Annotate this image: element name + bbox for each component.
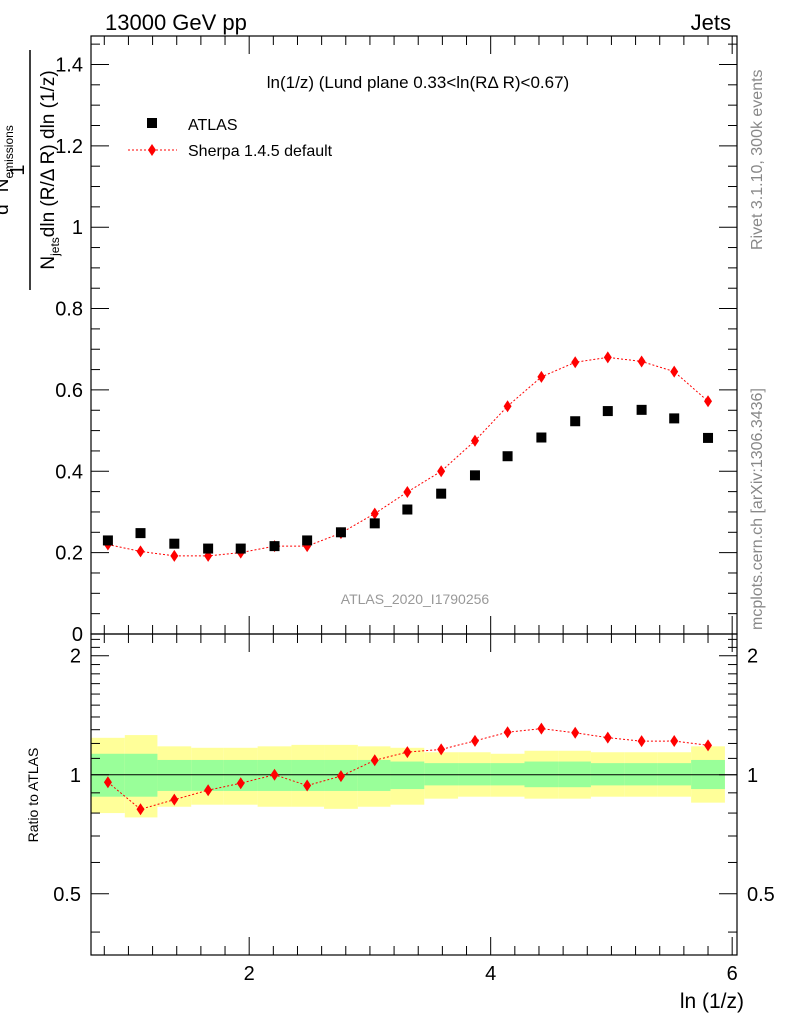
xtick-label: 6: [727, 963, 738, 985]
sherpa-point: [603, 351, 612, 364]
main-ylabel-numerator: d2 Nemissions: [0, 125, 16, 215]
atlas-point: [436, 488, 447, 499]
legend-sherpa-marker: [148, 144, 156, 156]
main-panel: 0 0.2 0.4 0.6 0.8 1 1.2 1.4 ln(1/z) (Lund plane…: [0, 35, 738, 646]
sherpa-point: [403, 486, 412, 499]
main-ytick-label: 0.2: [55, 543, 83, 565]
ratio-sherpa-point: [503, 726, 512, 739]
xtick-label: 4: [485, 963, 496, 985]
main-atlas-series: [102, 404, 714, 554]
rivet-label: Rivet 3.1.10, 300k events: [749, 69, 766, 250]
sherpa-point: [437, 465, 446, 478]
main-ylabel: 1 Njetsdln (R/Δ R) dln (1/z) d2 Nemissio…: [0, 50, 62, 290]
ratio-band-inner: [390, 761, 425, 790]
ratio-sherpa-point: [670, 735, 679, 748]
ratio-sherpa-point: [704, 739, 713, 752]
atlas-point: [502, 451, 513, 462]
legend: ATLAS Sherpa 1.4.5 default: [128, 117, 333, 160]
sherpa-point: [470, 434, 479, 447]
ratio-ytick-label: 1: [70, 765, 81, 787]
atlas-point: [203, 543, 214, 554]
ratio-sherpa-point: [571, 726, 580, 739]
ratio-panel: 0.5 0.5 1 1 2 2 2 4 6 Ratio to ATLAS ln (1/z): [25, 633, 775, 1013]
main-ticks: 0 0.2 0.4 0.6 0.8 1 1.2 1.4: [55, 36, 737, 646]
ratio-sherpa-point: [437, 743, 446, 756]
ratio-frame: [90, 633, 738, 956]
legend-atlas-marker: [147, 118, 157, 128]
ratio-ytick-label: 2: [70, 646, 81, 668]
main-ytick-label: 0.4: [55, 461, 83, 483]
atlas-point: [102, 535, 113, 546]
main-ytick-label: 1: [72, 217, 83, 239]
atlas-point: [469, 470, 480, 481]
sherpa-point: [670, 365, 679, 378]
atlas-point: [570, 416, 581, 427]
legend-atlas-label: ATLAS: [188, 117, 238, 134]
main-sherpa-series: [103, 351, 713, 562]
sherpa-point: [136, 545, 145, 558]
mcplots-label: mcplots.cern.ch [arXiv:1306.3436]: [749, 388, 766, 630]
atlas-point: [302, 535, 313, 546]
ratio-ytick-label: 0.5: [53, 884, 81, 906]
main-ytick-label: 1.4: [55, 54, 83, 76]
sherpa-point: [637, 355, 646, 368]
atlas-point: [402, 504, 413, 515]
ratio-ticks: 0.5 0.5 1 1 2 2 2 4 6: [53, 634, 775, 985]
atlas-point: [669, 413, 680, 424]
atlas-point: [235, 543, 246, 554]
ratio-ytick-label-right: 2: [747, 646, 758, 668]
atlas-point: [602, 406, 613, 417]
main-title: ln(1/z) (Lund plane 0.33<ln(RΔ R)<0.67): [267, 73, 569, 92]
x-axis-label: ln (1/z): [680, 990, 744, 1013]
sherpa-point: [704, 395, 713, 408]
main-ylabel-one: 1: [7, 164, 29, 175]
ratio-ytick-label-right: 0.5: [747, 884, 775, 906]
ratio-sherpa-point: [136, 803, 145, 816]
sherpa-line: [107, 356, 709, 557]
atlas-point: [636, 404, 647, 415]
ratio-sherpa-point: [637, 735, 646, 748]
atlas-point: [703, 432, 714, 443]
main-ylabel-denominator: Njetsdln (R/Δ R) dln (1/z): [38, 70, 62, 269]
ratio-sherpa-point: [303, 779, 312, 792]
header-left: 13000 GeV pp: [105, 10, 247, 35]
ratio-sherpa-point: [403, 746, 412, 759]
ratio-band-inner: [157, 759, 192, 791]
ratio-sherpa-point: [170, 793, 179, 806]
xtick-label: 2: [244, 963, 255, 985]
ratio-sherpa-point: [236, 777, 245, 790]
atlas-point: [335, 527, 346, 538]
sherpa-point: [571, 356, 580, 369]
header-right: Jets: [691, 10, 731, 35]
atlas-point: [269, 541, 280, 552]
atlas-point: [169, 538, 180, 549]
ratio-ylabel: Ratio to ATLAS: [25, 748, 41, 843]
ratio-sherpa-point: [103, 776, 112, 789]
ratio-bands: [91, 735, 725, 818]
sherpa-point: [170, 549, 179, 562]
ratio-sherpa-point: [603, 731, 612, 744]
ratio-sherpa-point: [204, 784, 213, 797]
legend-sherpa-label: Sherpa 1.4.5 default: [188, 143, 333, 160]
sherpa-point: [370, 507, 379, 520]
atlas-point: [135, 528, 146, 539]
main-ytick-label: 0: [72, 624, 83, 646]
main-ytick-label: 0.8: [55, 299, 83, 321]
main-ytick-label: 0.6: [55, 380, 83, 402]
sherpa-point: [537, 370, 546, 383]
atlas-point: [369, 518, 380, 529]
main-ytick-label: 1.2: [55, 136, 83, 158]
ratio-sherpa-point: [370, 754, 379, 767]
watermark: ATLAS_2020_I1790256: [341, 591, 490, 607]
ratio-sherpa-point: [336, 770, 345, 783]
ratio-sherpa-series: [103, 722, 713, 816]
atlas-point: [536, 432, 547, 443]
ratio-sherpa-point: [270, 768, 279, 781]
ratio-sherpa-point: [537, 722, 546, 735]
ratio-sherpa-point: [470, 734, 479, 747]
sherpa-point: [503, 400, 512, 413]
ratio-ytick-label-right: 1: [747, 765, 758, 787]
